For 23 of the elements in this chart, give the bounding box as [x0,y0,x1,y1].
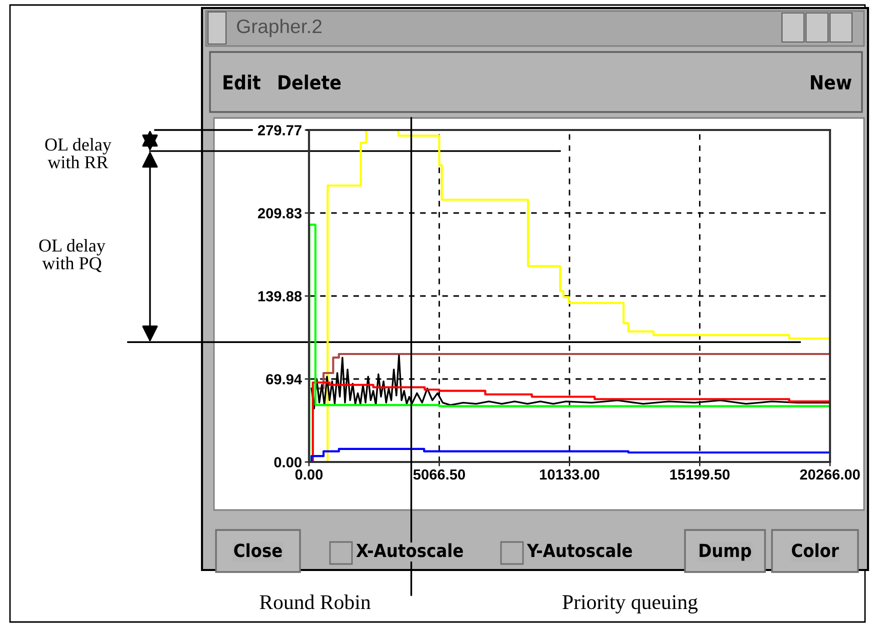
text: Color [792,543,839,558]
text: Dump [700,544,752,561]
x-tick-label: 5066.50 [413,469,466,480]
text: Priority queuing [562,595,698,614]
text: Edit [224,74,260,90]
text: Round Robin [260,594,371,610]
y-tick-label: 0.00 [274,457,302,468]
text: Delete [278,74,341,90]
x-tick-label: 0.00 [295,469,323,480]
y-tick-label: 209.83 [258,208,302,218]
x-tick-label: 10133.00 [540,469,600,480]
y-tick-label: 279.77 [258,125,302,136]
x-tick-label: 15199.50 [670,469,730,480]
text: OL delay with PQ [39,238,106,272]
text: New [810,75,852,90]
text: Y-Autoscale [526,543,632,558]
y-tick-label: 139.88 [258,291,302,302]
text: X-Autoscale [356,543,463,558]
y-tick-label: 69.94 [266,374,302,384]
chart-title: Grapher.2 [236,18,322,38]
text: OL delay with RR [45,138,112,168]
text: Close [234,543,282,558]
x-tick-label: 20266.00 [800,469,860,480]
